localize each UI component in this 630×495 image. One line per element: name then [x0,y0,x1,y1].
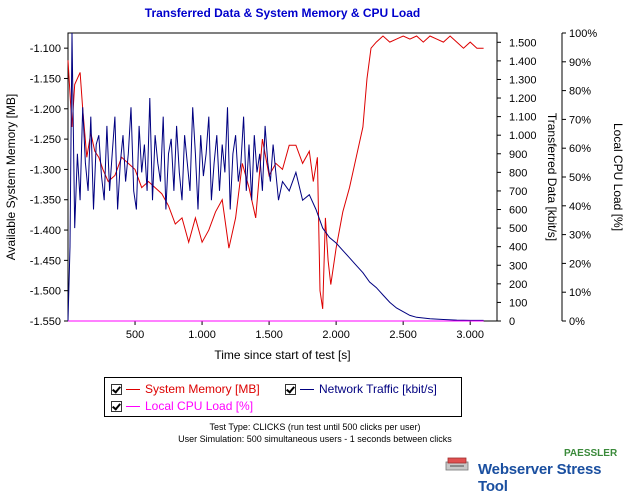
y-right1-tick-label: 900 [509,149,527,161]
y-right1-tick-label: 1.500 [509,37,537,49]
x-tick-label: 2.000 [322,329,350,341]
y-right1-tick-label: 1.400 [509,56,537,68]
x-tick-label: 500 [126,329,144,341]
legend-item-cpu-load[interactable]: Local CPU Load [%] [111,399,253,413]
x-tick-label: 3.000 [456,329,484,341]
y-right1-tick-label: 0 [509,316,515,328]
footer-user-simulation: User Simulation: 500 simultaneous users … [178,434,452,444]
y-right2-tick-label: 50% [569,172,591,184]
brand-company: PAESSLER [564,448,618,459]
legend-item-network-traffic[interactable]: Network Traffic [kbit/s] [285,382,437,396]
y-right2-tick-label: 0% [569,316,585,328]
y-left-tick-label: -1.100 [30,43,61,55]
legend-swatch [300,388,314,390]
y-right2-tick-label: 90% [569,57,591,69]
y-right2-tick-label: 10% [569,287,591,299]
brand: PAESSLER Webserver Stress Tool [444,448,624,495]
x-tick-label: 2.500 [389,329,417,341]
y-right2-tick-label: 80% [569,86,591,98]
y-right2-tick-label: 40% [569,201,591,213]
y-left-tick-label: -1.250 [30,134,61,146]
y-right1-tick-label: 400 [509,242,527,254]
brand-product: Webserver Stress Tool [478,461,602,495]
y-left-tick-label: -1.550 [30,316,61,328]
checkbox-icon[interactable] [285,383,296,395]
y-right2-tick-label: 20% [569,258,591,270]
y-right2-axis-label: Local CPU Load [%] [611,123,625,231]
y-left-tick-label: -1.300 [30,164,61,176]
y-right1-tick-label: 1.300 [509,74,537,86]
y-right2-tick-label: 100% [569,28,597,40]
y-left-axis-label: Available System Memory [MB] [4,94,18,261]
plot-area [67,32,498,322]
legend-label-system-memory: System Memory [MB] [145,382,260,396]
y-right1-axis-label: Transferred Data [kbit/s] [545,113,559,241]
y-left-tick-label: -1.450 [30,255,61,267]
footer-test-type: Test Type: CLICKS (run test until 500 cl… [209,422,421,432]
y-left-tick-label: -1.350 [30,195,61,207]
checkbox-icon[interactable] [111,383,122,395]
y-right1-tick-label: 300 [509,260,527,272]
chart: Transferred Data & System Memory & CPU L… [4,6,625,362]
y-left-tick-label: -1.200 [30,104,61,116]
legend-swatch [126,388,140,390]
y-right1-tick-label: 1.100 [509,112,537,124]
y-right1-tick-label: 1.200 [509,93,537,105]
y-right1-tick-label: 500 [509,223,527,235]
y-right1-tick-label: 700 [509,186,527,198]
y-right1-tick-label: 600 [509,205,527,217]
series-line-1 [67,32,484,322]
y-left-tick-label: -1.400 [30,225,61,237]
y-right2-tick-label: 60% [569,143,591,155]
y-left-tick-label: -1.500 [30,286,61,298]
y-right2-tick-label: 30% [569,230,591,242]
x-tick-label: 1.500 [255,329,283,341]
server-logo-icon [445,457,469,471]
chart-title: Transferred Data & System Memory & CPU L… [145,6,420,20]
legend-label-network-traffic: Network Traffic [kbit/s] [319,382,437,396]
y-right1-tick-label: 1.000 [509,130,537,142]
y-left-tick-label: -1.150 [30,73,61,85]
y-right1-tick-label: 200 [509,279,527,291]
legend-label-cpu-load: Local CPU Load [%] [145,399,254,413]
x-tick-label: 1.000 [188,329,216,341]
y-right1-tick-label: 800 [509,167,527,179]
x-axis-label: Time since start of test [s] [214,348,350,362]
checkbox-icon[interactable] [111,400,122,412]
y-right2-tick-label: 70% [569,114,591,126]
legend-swatch [126,405,140,407]
legend: System Memory [MB] Network Traffic [kbit… [104,377,462,417]
y-right1-tick-label: 100 [509,297,527,309]
legend-item-system-memory[interactable]: System Memory [MB] [111,382,260,396]
